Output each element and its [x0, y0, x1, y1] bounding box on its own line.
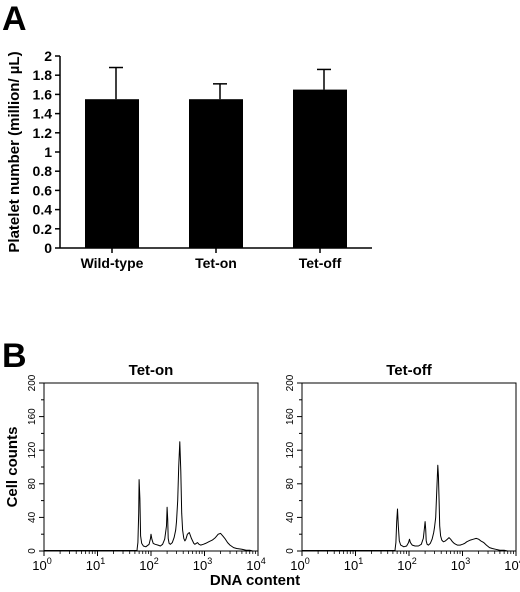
x-tick-label: 100: [290, 556, 309, 573]
bar-tet-on: [189, 99, 243, 248]
category-label: Tet-on: [195, 255, 237, 271]
x-tick-exponent: 2: [154, 556, 159, 566]
y-tick-label: 0.4: [33, 202, 53, 218]
histogram-tet-off: Tet-off04080120160200100101102103104: [285, 362, 520, 573]
y-tick-label: 1.6: [33, 86, 53, 102]
panel-a-letter: A: [2, 0, 27, 38]
y-tick-label: 0.2: [33, 221, 53, 237]
x-tick-base: 10: [504, 558, 518, 573]
x-tick-base: 10: [397, 558, 411, 573]
x-tick-base: 10: [246, 558, 260, 573]
histogram-title: Tet-on: [129, 362, 174, 379]
y-tick-label: 200: [285, 374, 296, 391]
x-tick-exponent: 2: [412, 556, 417, 566]
y-tick-label: 80: [27, 478, 38, 490]
y-tick-label: 1.8: [33, 67, 53, 83]
histogram-line: [394, 464, 511, 552]
y-tick-label: 160: [27, 408, 38, 425]
y-tick-label: 160: [285, 408, 296, 425]
x-tick-base: 10: [451, 558, 465, 573]
x-tick-exponent: 3: [207, 556, 212, 566]
x-tick-label: 101: [86, 556, 105, 573]
y-tick-label: 0.6: [33, 182, 53, 198]
x-tick-label: 102: [397, 556, 416, 573]
plot-frame: [301, 382, 517, 552]
histogram-title: Tet-off: [386, 362, 433, 379]
x-tick-exponent: 3: [465, 556, 470, 566]
x-tick-exponent: 1: [100, 556, 105, 566]
bar-tet-off: [293, 89, 347, 248]
x-tick-exponent: 0: [47, 556, 52, 566]
panel-a-plot-area: 0 0.2 0.4 0.6 0.8 1 1.2 1.4 1.6 1.8 2 Wild-type Tet-…: [33, 48, 372, 271]
x-tick-exponent: 1: [358, 556, 363, 566]
x-tick-label: 104: [504, 556, 520, 573]
y-tick-label: 80: [285, 478, 296, 490]
panel-a-y-axis-label: Platelet number (million/ µL): [6, 51, 23, 252]
x-tick-label: 102: [139, 556, 158, 573]
x-tick-label: 100: [32, 556, 51, 573]
y-tick-label: 1.4: [33, 106, 53, 122]
x-tick-label: 101: [344, 556, 363, 573]
panel-b-y-axis-label: Cell counts: [4, 427, 21, 508]
y-tick-label: 1: [44, 144, 52, 160]
bar-wild-type: [85, 99, 139, 248]
x-tick-base: 10: [290, 558, 304, 573]
category-label: Wild-type: [81, 255, 144, 271]
x-tick-base: 10: [86, 558, 100, 573]
y-tick-label: 0: [44, 240, 52, 256]
x-tick-exponent: 4: [261, 556, 266, 566]
plot-frame: [43, 382, 259, 552]
x-tick-exponent: 0: [305, 556, 310, 566]
y-tick-label: 1.2: [33, 125, 53, 141]
x-tick-exponent: 4: [519, 556, 520, 566]
y-tick-label: 0: [27, 548, 38, 554]
x-tick-label: 103: [451, 556, 470, 573]
y-tick-label: 120: [27, 441, 38, 458]
histogram-line: [136, 441, 253, 552]
y-tick-label: 40: [27, 511, 38, 523]
x-tick-label: 104: [246, 556, 265, 573]
y-tick-label: 120: [285, 441, 296, 458]
panel-b-histograms: B Cell counts DNA content Tet-on04080120…: [2, 337, 520, 589]
panel-b-x-axis-label: DNA content: [210, 572, 300, 589]
y-tick-label: 0: [285, 548, 296, 554]
panel-a-bar-chart: A Platelet number (million/ µL) 00.20.40…: [2, 0, 372, 271]
x-tick-label: 103: [193, 556, 212, 573]
x-tick-base: 10: [139, 558, 153, 573]
y-tick-label: 0.8: [33, 163, 53, 179]
category-label: Tet-off: [299, 255, 342, 271]
y-tick-label: 2: [44, 48, 52, 64]
y-tick-label: 200: [27, 374, 38, 391]
x-tick-base: 10: [344, 558, 358, 573]
panel-b-letter: B: [2, 337, 27, 375]
x-tick-base: 10: [193, 558, 207, 573]
x-tick-base: 10: [32, 558, 46, 573]
y-tick-label: 40: [285, 511, 296, 523]
